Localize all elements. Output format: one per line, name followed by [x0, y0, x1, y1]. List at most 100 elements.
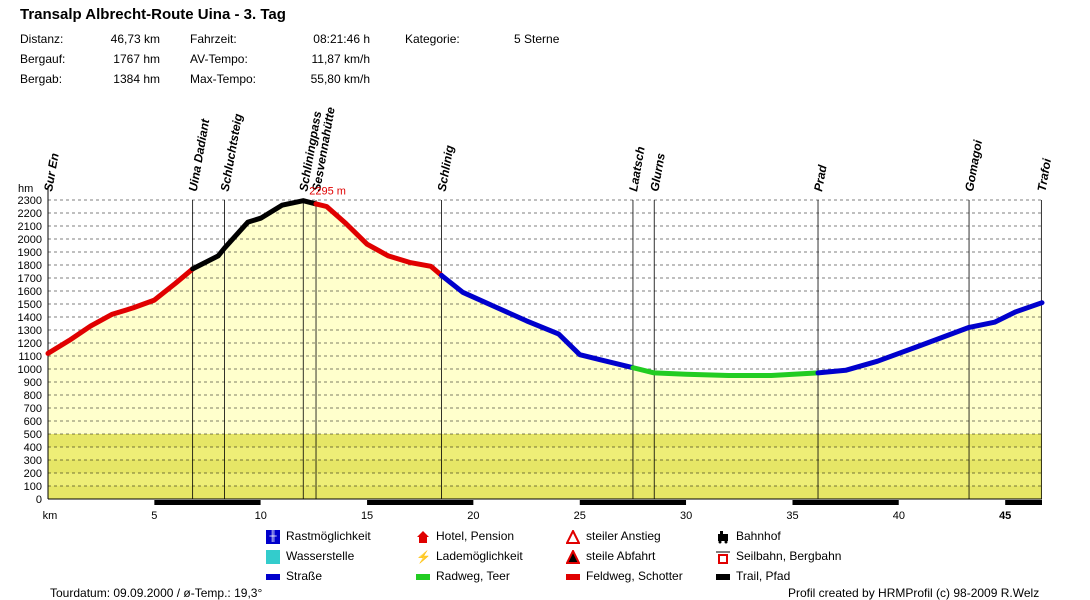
y-tick-label: 400	[24, 442, 42, 454]
lower-band	[48, 473, 1042, 486]
y-tick-label: 2200	[18, 208, 42, 220]
legend-item-gravel: Feldweg, Schotter	[566, 568, 683, 584]
y-tick-label: 1900	[18, 247, 42, 259]
waypoint-label: Laatsch	[626, 145, 648, 192]
km-scale-segment	[367, 500, 474, 505]
steep-up-icon	[565, 528, 581, 544]
profile-segment	[45, 266, 196, 356]
road-blue-icon	[266, 573, 280, 580]
page-title: Transalp Albrecht-Route Uina - 3. Tag	[20, 6, 286, 23]
stat-value-ridetime: 08:21:46 h	[313, 32, 370, 46]
y-tick-label: 0	[36, 494, 42, 506]
y-tick-label: 600	[24, 416, 42, 428]
y-tick-label: 1300	[18, 325, 42, 337]
bikepath-green-icon	[416, 573, 430, 580]
profile-segment	[190, 198, 319, 272]
train-icon	[716, 530, 730, 544]
km-scale-segment	[686, 500, 793, 505]
y-tick-label: 2100	[18, 221, 42, 233]
y-tick-label: 2000	[18, 234, 42, 246]
profile-segment	[815, 300, 1045, 376]
waypoint-label: Schlinig	[435, 143, 457, 192]
waypoint-label: Sur En	[41, 152, 62, 193]
legend-item-trail: Trail, Pfad	[716, 568, 790, 584]
legend-label: Wasserstelle	[286, 549, 355, 563]
y-tick-label: 1500	[18, 299, 42, 311]
legend-label: Lademöglichkeit	[436, 549, 523, 563]
x-tick-label: 5	[151, 510, 157, 522]
legend-item-road: Straße	[266, 568, 322, 584]
y-tick-label: 1600	[18, 286, 42, 298]
legend-item-steep-up: steiler Anstieg	[565, 528, 661, 544]
waypoint-label: Glurns	[647, 152, 668, 193]
stat-label-category: Kategorie:	[405, 32, 460, 46]
legend-label: Rastmöglichkeit	[286, 529, 371, 543]
lower-band	[48, 460, 1042, 473]
profile-segment	[439, 272, 636, 371]
waypoint-label: Schluchtsteig	[218, 112, 246, 193]
elevation-area	[48, 200, 1042, 499]
waypoint-label: Trafoi	[1035, 157, 1055, 193]
x-tick-label: 10	[255, 510, 267, 522]
legend-label: Trail, Pfad	[736, 569, 791, 583]
y-tick-label: 900	[24, 377, 42, 389]
km-scale-segment	[48, 500, 155, 505]
trail-black-icon	[716, 573, 730, 580]
legend-label: Hotel, Pension	[436, 529, 515, 543]
legend-label: Feldweg, Schotter	[586, 569, 683, 583]
plug-icon: ⚡	[416, 549, 431, 564]
profile-segment	[313, 201, 445, 278]
house-icon	[416, 530, 430, 544]
y-axis-label: hm	[18, 183, 33, 195]
stat-label-maxspeed: Max-Tempo:	[190, 72, 257, 86]
legend-item-cablecar: Seilbahn, Bergbahn	[716, 548, 841, 564]
legend-item-charging: ⚡ Lademöglichkeit	[416, 548, 523, 564]
stat-label-avgspeed: AV-Tempo:	[190, 52, 248, 66]
legend-label: steile Abfahrt	[586, 549, 656, 563]
x-tick-label: 45	[999, 510, 1011, 522]
y-tick-label: 2300	[18, 195, 42, 207]
legend-item-train: Bahnhof	[716, 528, 781, 544]
x-tick-label: km	[43, 510, 58, 522]
water-tap-icon	[266, 549, 280, 564]
stat-label-ascent: Bergauf:	[20, 52, 66, 66]
km-scale-segment	[473, 500, 580, 505]
steep-down-icon	[565, 548, 581, 564]
x-tick-label: 25	[574, 510, 586, 522]
legend-label: Straße	[286, 569, 323, 583]
legend-label: Bahnhof	[736, 529, 781, 543]
stat-value-category: 5 Sterne	[514, 32, 560, 46]
stat-label-distance: Distanz:	[20, 32, 64, 46]
km-scale-segment	[898, 500, 1006, 505]
lower-band	[48, 447, 1042, 460]
lower-band	[48, 434, 1042, 447]
waypoint-label: Prad	[811, 163, 830, 192]
y-tick-label: 500	[24, 429, 42, 441]
y-tick-label: 300	[24, 455, 42, 467]
y-tick-label: 1400	[18, 312, 42, 324]
legend-item-bikepath: Radweg, Teer	[416, 568, 510, 584]
stat-value-avgspeed: 11,87 km/h	[311, 52, 370, 66]
legend-item-hotel: Hotel, Pension	[416, 528, 514, 544]
stat-label-ridetime: Fahrzeit:	[190, 32, 237, 46]
y-tick-label: 800	[24, 390, 42, 402]
legend-label: steiler Anstieg	[586, 529, 661, 543]
x-tick-label: 20	[467, 510, 479, 522]
legend-label: Radweg, Teer	[436, 569, 510, 583]
km-scale-segment	[260, 500, 368, 505]
x-tick-label: 15	[361, 510, 373, 522]
stat-label-descent: Bergab:	[20, 72, 63, 86]
lower-band	[48, 486, 1042, 499]
legend-item-rest: ╫ Rastmöglichkeit	[266, 528, 371, 544]
gravel-red-icon	[566, 573, 580, 580]
y-tick-label: 1700	[18, 273, 42, 285]
km-scale-segment	[154, 500, 261, 505]
footer-credit: Profil created by HRMProfil (c) 98-2009 …	[788, 586, 1040, 600]
footer-tour-info: Tourdatum: 09.09.2000 / ø-Temp.: 19,3°	[50, 586, 263, 600]
legend-item-water: Wasserstelle	[266, 548, 354, 564]
y-tick-label: 1800	[18, 260, 42, 272]
y-tick-label: 200	[24, 468, 42, 480]
waypoint-label: Uina Dadiant	[186, 117, 213, 193]
legend-label: Seilbahn, Bergbahn	[736, 549, 842, 563]
